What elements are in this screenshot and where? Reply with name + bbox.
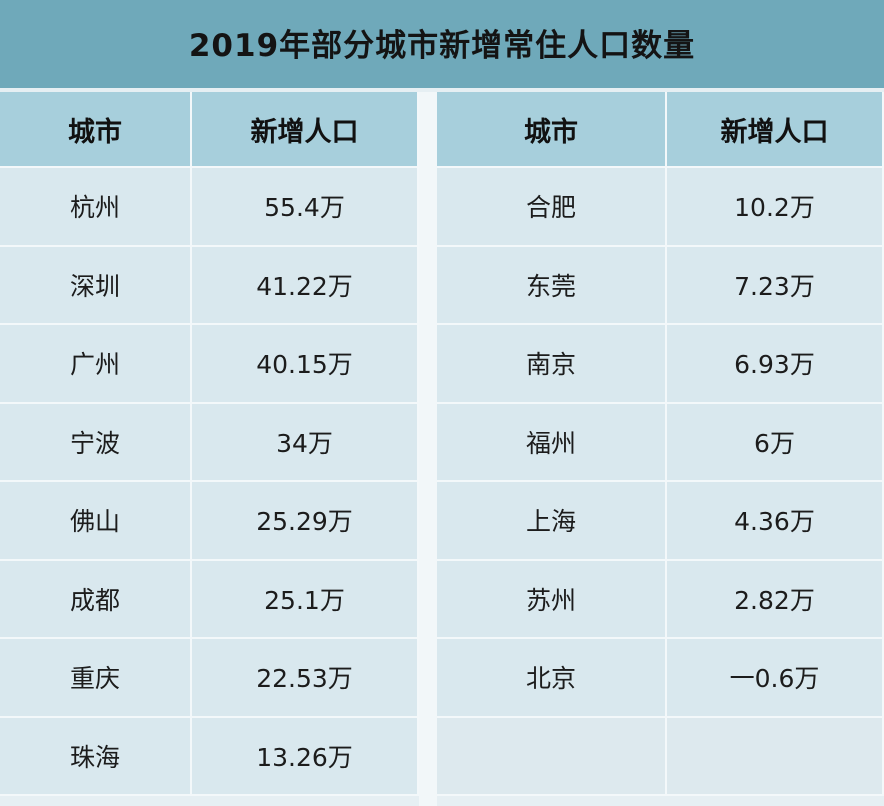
value-cell: 25.1万 bbox=[192, 560, 419, 639]
value-cell: 10.2万 bbox=[667, 168, 884, 247]
value-cell: 2.82万 bbox=[667, 560, 884, 639]
city-cell: 深圳 bbox=[0, 246, 192, 325]
city-cell: 福州 bbox=[437, 403, 667, 482]
city-cell: 重庆 bbox=[0, 639, 192, 718]
city-cell: 北京 bbox=[437, 639, 667, 718]
table-divider bbox=[419, 92, 437, 806]
value-cell: 41.22万 bbox=[192, 246, 419, 325]
left-table: 城市 新增人口 杭州 55.4万 深圳 41.22万 广州 40.15万 宁波 34万 佛山 25… bbox=[0, 92, 419, 806]
right-table: 城市 新增人口 合肥 10.2万 东莞 7.23万 南京 6.93万 福州 6万 上海 4.36万… bbox=[437, 92, 884, 806]
value-cell: 25.29万 bbox=[192, 482, 419, 561]
city-cell: 杭州 bbox=[0, 168, 192, 247]
city-cell: 宁波 bbox=[0, 403, 192, 482]
header-city: 城市 bbox=[0, 92, 192, 168]
city-cell: 苏州 bbox=[437, 560, 667, 639]
city-cell: 成都 bbox=[0, 560, 192, 639]
city-cell: 东莞 bbox=[437, 246, 667, 325]
value-cell: 55.4万 bbox=[192, 168, 419, 247]
value-cell: 一0.6万 bbox=[667, 639, 884, 718]
city-cell: 珠海 bbox=[0, 717, 192, 796]
header-city: 城市 bbox=[437, 92, 667, 168]
title-bar: 2019年部分城市新增常住人口数量 bbox=[0, 0, 884, 88]
value-cell: 4.36万 bbox=[667, 482, 884, 561]
value-cell: 22.53万 bbox=[192, 639, 419, 718]
city-cell: 合肥 bbox=[437, 168, 667, 247]
empty-cell bbox=[667, 717, 884, 796]
value-cell: 7.23万 bbox=[667, 246, 884, 325]
value-cell: 34万 bbox=[192, 403, 419, 482]
header-value: 新增人口 bbox=[667, 92, 884, 168]
value-cell: 13.26万 bbox=[192, 717, 419, 796]
value-cell: 6万 bbox=[667, 403, 884, 482]
city-cell: 佛山 bbox=[0, 482, 192, 561]
value-cell: 6.93万 bbox=[667, 325, 884, 404]
city-cell: 南京 bbox=[437, 325, 667, 404]
header-value: 新增人口 bbox=[192, 92, 419, 168]
empty-cell bbox=[437, 717, 667, 796]
city-cell: 广州 bbox=[0, 325, 192, 404]
table-title: 2019年部分城市新增常住人口数量 bbox=[188, 27, 696, 64]
value-cell: 40.15万 bbox=[192, 325, 419, 404]
city-cell: 上海 bbox=[437, 482, 667, 561]
